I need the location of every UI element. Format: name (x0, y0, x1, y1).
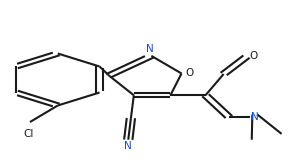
Text: Cl: Cl (23, 129, 34, 139)
Text: O: O (250, 51, 258, 61)
Text: N: N (146, 44, 154, 54)
Text: N: N (251, 112, 259, 121)
Text: O: O (186, 68, 194, 78)
Text: N: N (124, 141, 132, 151)
